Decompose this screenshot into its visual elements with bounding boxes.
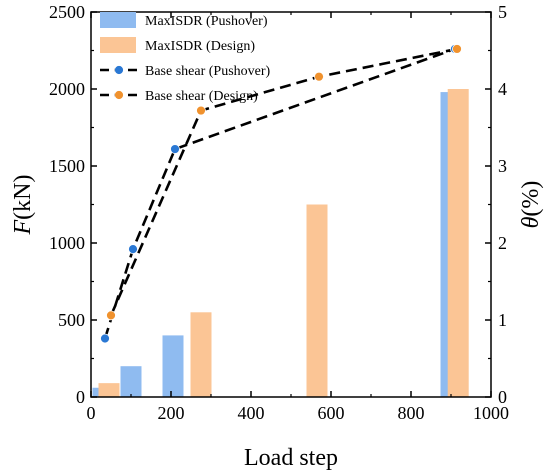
bar-series2-2 [190,312,212,397]
bar-series2-4 [447,89,469,397]
bars-layer [92,89,469,397]
legend-label-bar1: MaxISDR (Pushover) [145,14,268,29]
y-axis-right-unit: (%) [518,181,544,217]
x-tick-label-3: 600 [318,403,345,423]
x-tick-label-0: 0 [87,403,96,423]
y-axis-left-var: F [10,220,36,236]
marker-series2-2 [196,105,206,116]
y-right-tick-label-0: 0 [498,387,507,407]
bar-series1-3 [162,335,184,397]
y-left-tick-label-4: 2000 [49,79,85,99]
legend-label-bar2: MaxISDR (Design) [145,39,255,54]
x-axis-title: Load step [244,445,338,471]
legend-marker-line2 [114,90,124,100]
y-left-tick-label-0: 0 [76,387,85,407]
bar-series2-3 [306,204,328,397]
ticks-layer: 0 200 400 600 800 100005001000150020002500012… [49,2,509,423]
x-tick-label-4: 800 [398,403,425,423]
line-layer [103,47,458,339]
legend-label-line2: Base shear (Design) [145,89,258,104]
y-left-tick-label-1: 500 [58,310,85,330]
bar-series2-1 [98,383,120,397]
legend-swatch-bar1 [100,12,136,28]
y-axis-left-title: F(kN) [10,175,36,236]
marker-series2-1 [106,310,116,321]
marker-layer [100,44,462,344]
marker-series2-3 [314,71,324,82]
legend: MaxISDR (Pushover) MaxISDR (Design) Base s… [100,12,271,104]
y-right-tick-label-5: 5 [498,2,507,22]
marker-series1-2 [128,244,138,255]
y-left-tick-label-3: 1500 [49,156,85,176]
x-tick-label-1: 200 [158,403,185,423]
marker-series1-3 [170,144,180,154]
y-right-tick-label-1: 1 [498,310,507,330]
legend-swatch-bar2 [100,37,136,53]
y-axis-right-var: θ [518,216,544,228]
legend-marker-line1 [114,65,124,75]
legend-label-line1: Base shear (Pushover) [145,64,271,79]
y-left-tick-label-2: 1000 [49,233,85,253]
marker-series2-4 [452,44,462,54]
x-tick-label-2: 400 [238,403,265,423]
marker-series1-1 [100,333,110,344]
line-series1 [103,47,456,339]
y-axis-right-title: θ(%) [518,181,544,229]
y-right-tick-label-4: 4 [498,79,507,99]
y-axis-left-unit: (kN) [10,175,36,220]
y-right-tick-label-2: 2 [498,233,507,253]
bar-series1-2 [120,366,142,397]
y-left-tick-label-5: 2500 [49,2,85,22]
y-right-tick-label-3: 3 [498,156,507,176]
x-tick-label-5: 1000 [473,403,509,423]
line-series2 [109,47,458,316]
